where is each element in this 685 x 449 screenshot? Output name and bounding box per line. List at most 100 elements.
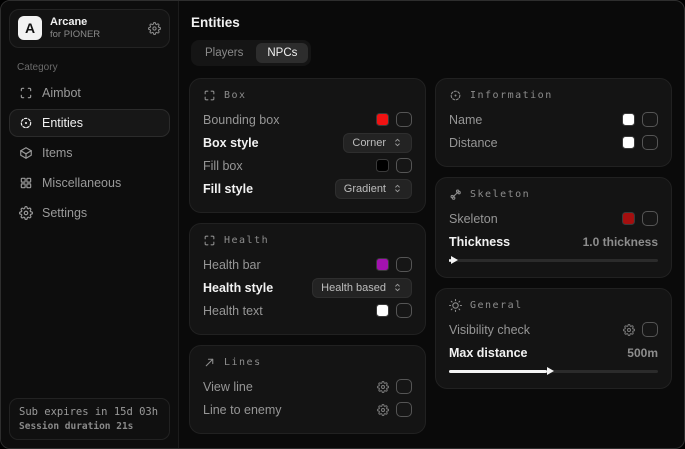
card-header: Lines [203,356,412,369]
row-label: Fill box [203,158,243,173]
checkbox-visibility-check[interactable] [642,322,658,337]
row-label: Distance [449,135,498,150]
color-swatch[interactable] [622,113,635,126]
checkbox-line-to-enemy[interactable] [396,402,412,417]
row-label: Health style [203,280,274,295]
crop-corners-icon [203,89,216,102]
row-box-style: Box style Corner [203,131,412,154]
tab-players[interactable]: Players [205,47,244,59]
unfold-icon [392,183,403,194]
sidebar-item-label: Items [42,145,73,160]
card-header: Information [449,89,658,102]
row-max-distance: Max distance 500m [449,341,658,364]
gear-icon[interactable] [377,380,389,393]
checkbox-skeleton[interactable] [642,211,658,226]
color-swatch[interactable] [622,212,635,225]
checkbox-view-line[interactable] [396,379,412,394]
color-swatch[interactable] [376,304,389,317]
dropdown-fill-style[interactable]: Gradient [334,178,412,199]
row-health-bar: Health bar [203,253,412,276]
row-thickness: Thickness 1.0 thickness [449,230,658,253]
checkbox-health-text[interactable] [396,303,412,318]
session-duration-text: Session duration 21s [19,421,134,432]
row-label: Visibility check [449,322,531,337]
unfold-icon [392,137,403,148]
row-distance: Distance [449,131,658,154]
checkbox-bounding-box[interactable] [396,112,412,127]
sidebar-item-entities[interactable]: Entities [9,108,170,137]
color-swatch[interactable] [622,136,635,149]
card-health: Health Health bar Health style Health based… [189,223,426,335]
card-title: General [470,300,523,311]
row-view-line: View line [203,375,412,398]
slider-thickness[interactable] [449,255,658,265]
dropdown-value: Health based [321,281,386,294]
slider-thumb[interactable] [547,367,555,375]
sidebar-item-settings[interactable]: Settings [9,199,170,227]
row-skeleton: Skeleton [449,207,658,230]
row-label: Thickness [449,234,511,249]
card-general: General Visibility check Max distance 500m [435,288,672,389]
page-title: Entities [191,15,240,30]
row-health-style: Health style Health based [203,276,412,299]
card-header: General [449,299,658,312]
card-title: Lines [224,357,262,368]
bone-icon [449,188,462,201]
row-label: Line to enemy [203,402,282,417]
checkbox-name[interactable] [642,112,658,127]
dropdown-health-style[interactable]: Health based [312,277,412,298]
slider-fill [449,370,548,373]
card-information: Information Name Distance [435,78,672,167]
unfold-icon [392,282,403,293]
sidebar-item-aimbot[interactable]: Aimbot [9,79,170,107]
sidebar-item-label: Entities [42,115,83,130]
row-label: Bounding box [203,112,280,127]
row-name: Name [449,108,658,131]
row-fill-style: Fill style Gradient [203,177,412,200]
sidebar-item-label: Miscellaneous [42,175,122,190]
slider-fill [449,259,452,262]
row-label: Fill style [203,181,254,196]
gear-icon[interactable] [377,403,389,416]
card-box: Box Bounding box Box style Corner Fill box Fi… [189,78,426,213]
card-header: Health [203,234,412,247]
tab-npcs[interactable]: NPCs [256,43,309,63]
card-title: Skeleton [470,189,531,200]
sun-icon [449,299,462,312]
dropdown-box-style[interactable]: Corner [343,132,412,153]
slider-value: 1.0 thickness [582,234,658,249]
card-column: Information Name Distance Skeleton Skeleton T… [435,78,672,389]
slider-thumb[interactable] [451,256,459,264]
gear-icon[interactable] [623,323,635,336]
slider-track [449,259,658,262]
gear-icon[interactable] [148,21,161,35]
sidebar-item-miscellaneous[interactable]: Miscellaneous [9,169,170,197]
row-label: Name [449,112,483,127]
sidebar: A Arcane for PIONER Category Aimbot Entit… [1,1,179,448]
row-visibility-check: Visibility check [449,318,658,341]
color-swatch[interactable] [376,113,389,126]
checkbox-distance[interactable] [642,135,658,150]
card-lines: Lines View line Line to enemy [189,345,426,434]
checkbox-fill-box[interactable] [396,158,412,173]
row-health-text: Health text [203,299,412,322]
color-swatch[interactable] [376,258,389,271]
row-label: Health text [203,303,263,318]
sidebar-nav: Aimbot Entities Items Miscellaneous Settings [9,79,170,227]
cube-icon [19,146,33,160]
checkbox-health-bar[interactable] [396,257,412,272]
main-content: Entities Players NPCs Box Bounding box Box … [179,1,684,448]
row-label: Skeleton [449,211,498,226]
viewfinder-icon [19,86,33,100]
row-label: Box style [203,135,259,150]
sidebar-item-items[interactable]: Items [9,139,170,167]
slider-max-distance[interactable] [449,366,658,376]
color-swatch[interactable] [376,159,389,172]
radar-icon [19,116,33,130]
sidebar-item-label: Aimbot [42,85,81,100]
crop-corners-icon [203,234,216,247]
row-fill-box: Fill box [203,154,412,177]
grid-icon [19,176,33,190]
row-label: View line [203,379,253,394]
